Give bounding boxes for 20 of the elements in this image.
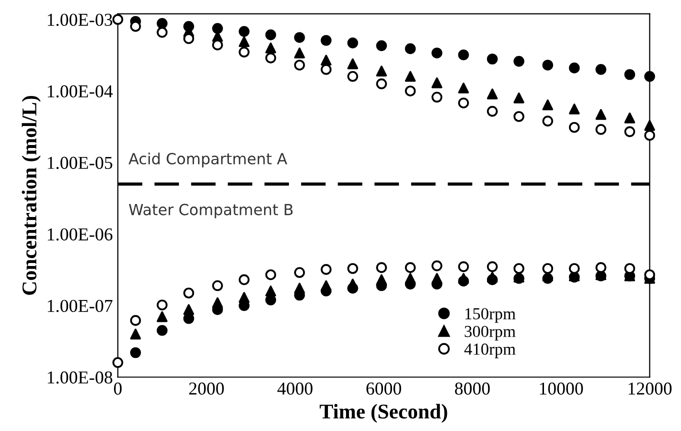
x-tick-label: 12000 — [628, 382, 672, 395]
y-tick-label: 1.00E-04 — [48, 85, 113, 98]
y-tick-label: 1.00E-05 — [48, 156, 112, 170]
x-tick-label: 4000 — [277, 382, 312, 395]
x-tick-label: 10000 — [540, 382, 583, 395]
y-tick-label: 1.00E-06 — [48, 228, 112, 241]
y-tick-label: 1.00E-07 — [48, 300, 112, 312]
x-tick-label: 6000 — [366, 382, 402, 395]
legend-label: 150rpm — [465, 308, 516, 323]
x-tick-label: 0 — [114, 382, 122, 395]
y-tick-label: 1.00E-03 — [48, 14, 112, 26]
y-tick-label: 1.00E-08 — [48, 371, 112, 384]
x-tick-label: 8000 — [455, 382, 490, 395]
annotation: Water Compatment B — [128, 204, 293, 218]
x-tick-label: 2000 — [189, 382, 224, 395]
legend-label: 410rpm — [464, 344, 516, 358]
x-axis-title: Time (Second) — [320, 404, 448, 423]
annotation: Acid Compartment A — [128, 152, 288, 168]
legend-label: 300rpm — [464, 326, 516, 340]
y-axis-title: Concentration (mol/L) — [22, 96, 41, 295]
